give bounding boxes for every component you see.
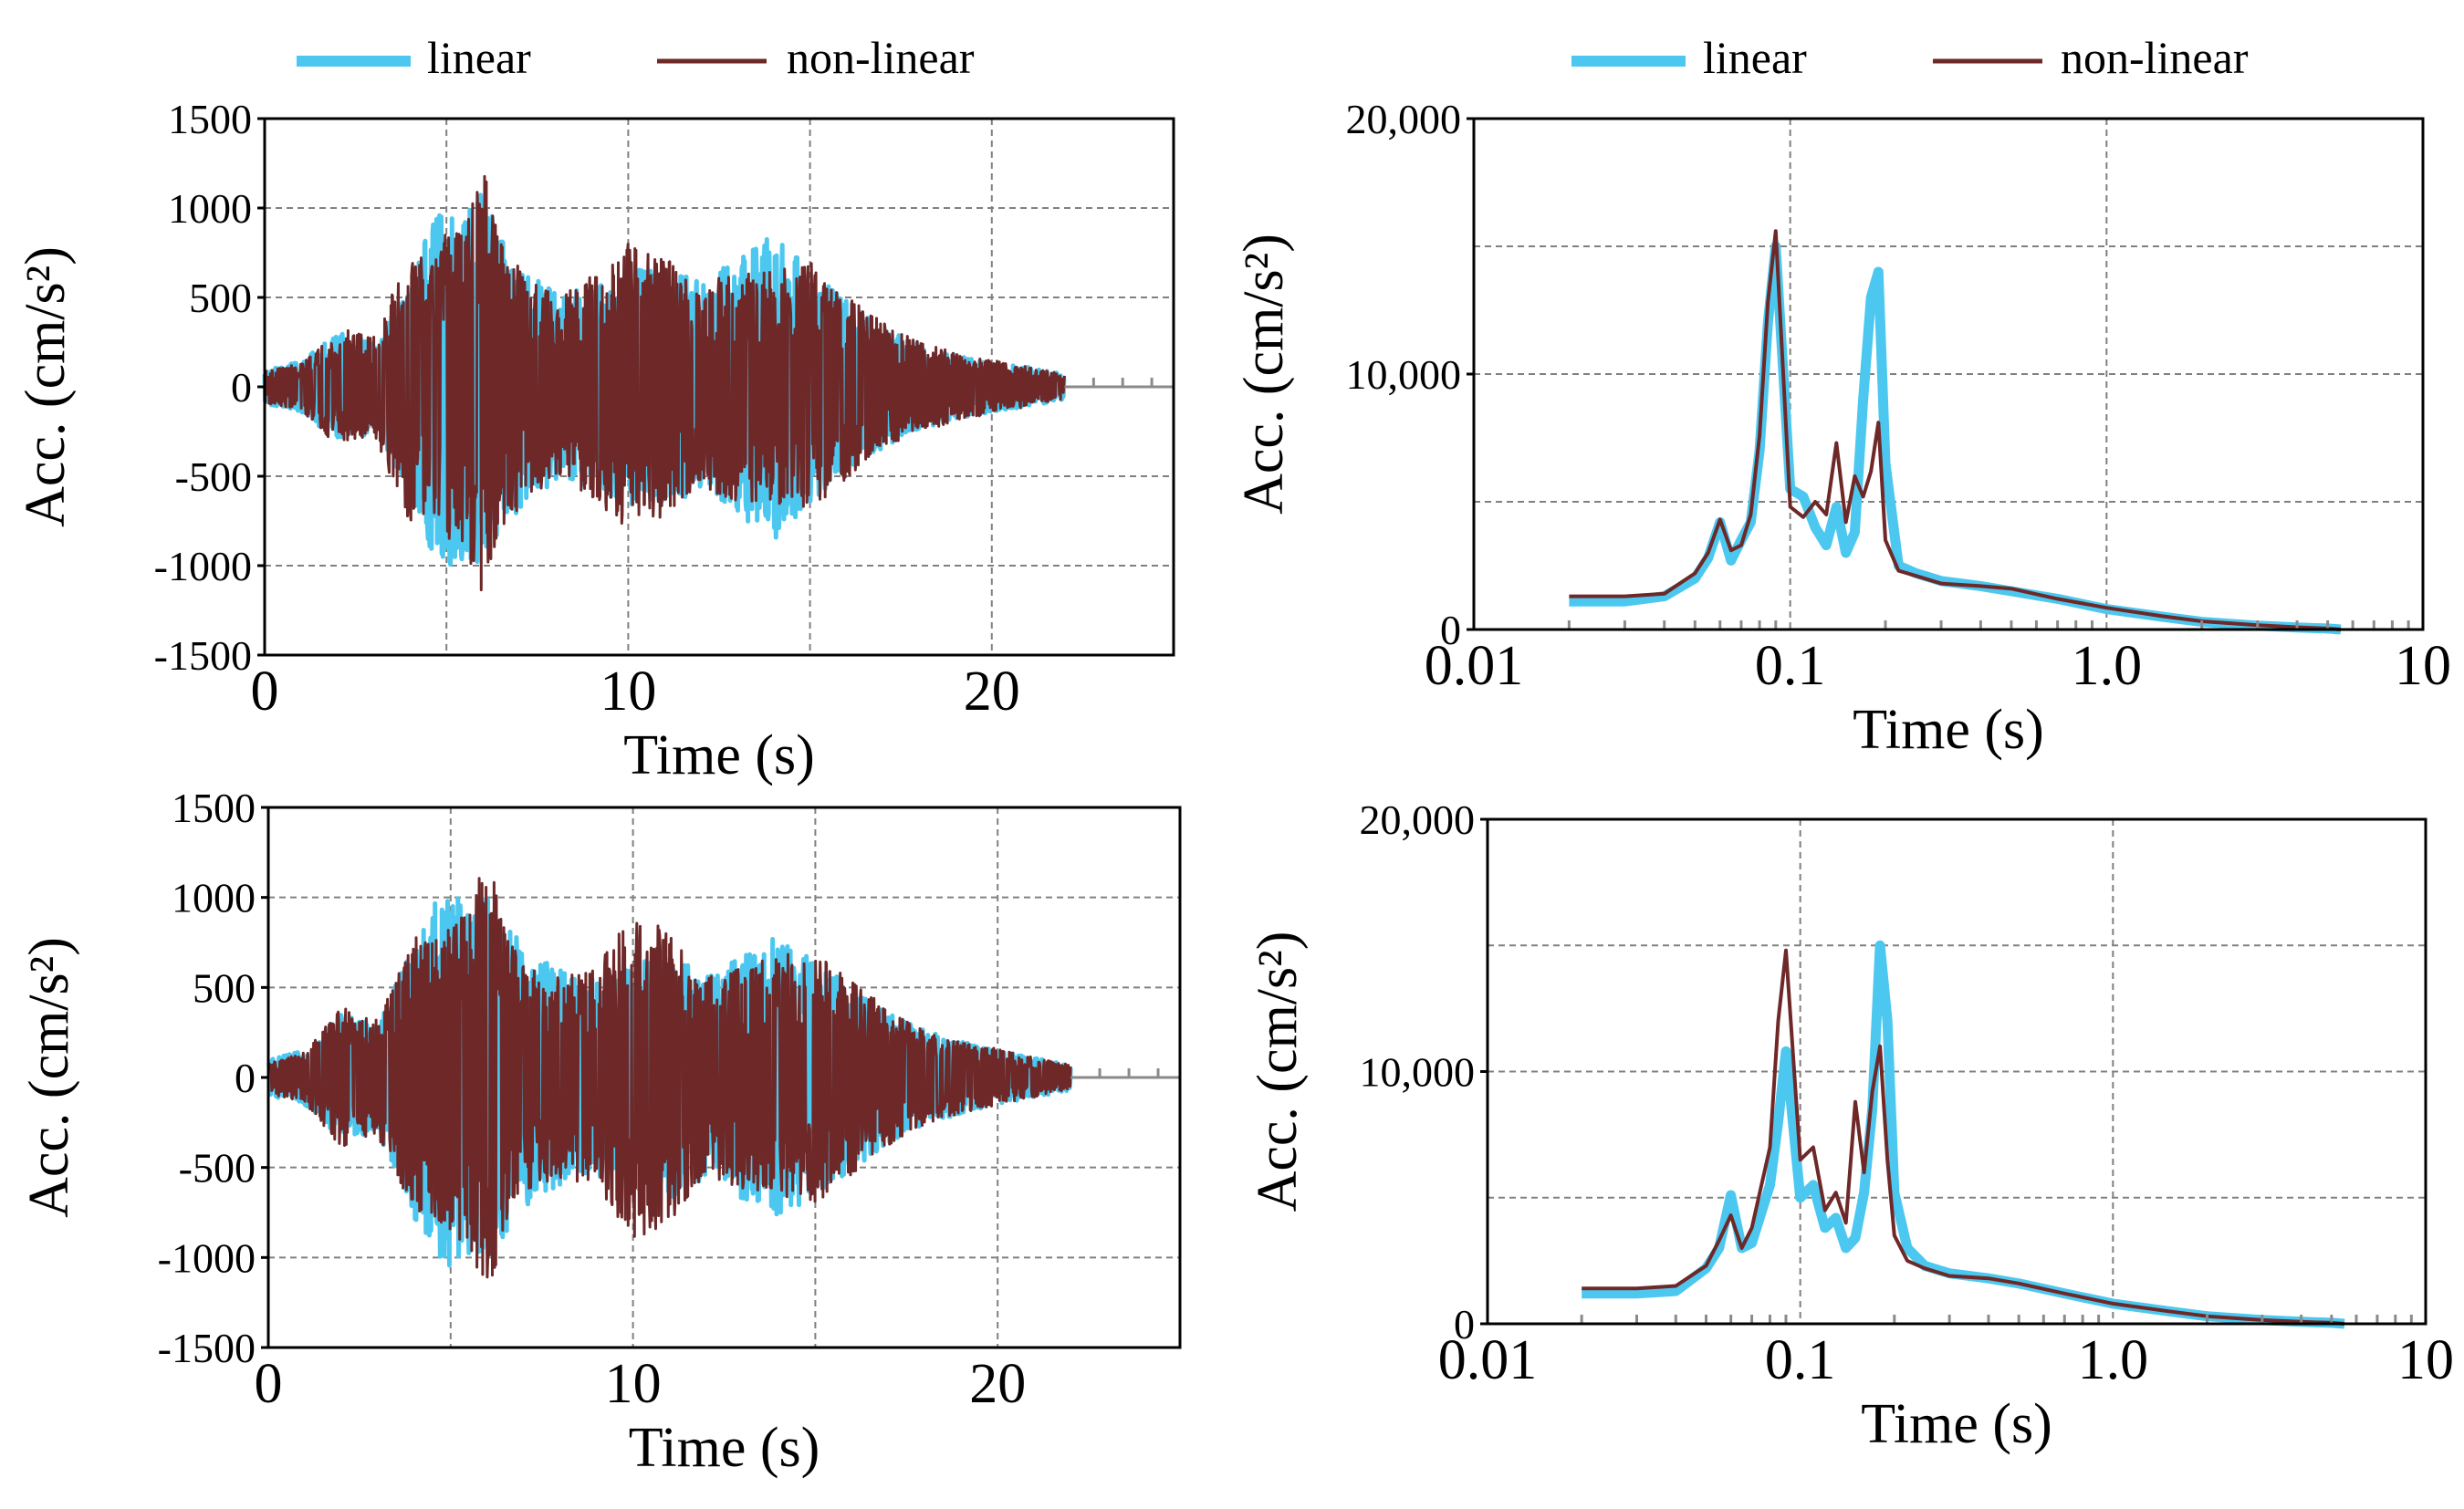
x-tick-label: 20 [964, 661, 1020, 723]
y-tick-label: -1500 [154, 632, 252, 679]
y-axis-title: Acc. (cm/s²) [15, 246, 77, 527]
y-tick-label: 1500 [172, 785, 256, 831]
plot-frame [1486, 817, 2427, 1326]
legend-label-non-linear: non-linear [2061, 32, 2249, 83]
x-tick-label: 0 [251, 661, 279, 723]
panel-top-right: 20,000 10,000 00.01 0.1 1.0 10 Time (s) Acc. (c… [1233, 96, 2451, 761]
legend-top-left: linear non-linear [297, 32, 975, 83]
y-tick-label: 1500 [168, 96, 252, 142]
y-axis-title: Acc. (cm/s²) [18, 937, 80, 1218]
y-axis-title: Acc. (cm/s²) [1247, 931, 1309, 1212]
series-line-non-linear [263, 174, 1066, 592]
series-line-non-linear [1569, 229, 2342, 631]
x-axis-title: Time (s) [1853, 699, 2044, 761]
y-tick-label: -1500 [158, 1325, 256, 1371]
y-tick-label: 0 [231, 364, 252, 411]
y-tick-label: 500 [193, 964, 256, 1011]
y-axis-title: Acc. (cm/s²) [1233, 234, 1295, 515]
y-tick-label: 1000 [168, 185, 252, 232]
x-tick-label: 0 [255, 1353, 283, 1415]
y-tick-label: 20,000 [1360, 796, 1476, 843]
legend-label-linear: linear [1703, 32, 1807, 83]
x-tick-label: 1.0 [2078, 1329, 2149, 1391]
x-tick-label: 10 [605, 1353, 662, 1415]
y-tick-label: -1000 [154, 543, 252, 589]
x-tick-label: 0.1 [1765, 1329, 1836, 1391]
series-line-linear [1569, 241, 2342, 635]
legend-label-linear: linear [427, 32, 531, 83]
legend-top-right: linear non-linear [1571, 32, 2249, 83]
x-axis-title: Time (s) [629, 1417, 820, 1479]
x-axis-title: Time (s) [1861, 1393, 2052, 1455]
y-tick-label: 1000 [172, 875, 256, 921]
panel-bottom-right: 20,000 10,000 00.01 0.1 1.0 10 Time (s) Acc. (c… [1247, 796, 2454, 1455]
y-tick-label: -1000 [158, 1234, 256, 1281]
x-tick-label: 0.01 [1425, 635, 1524, 697]
series-line-non-linear [1582, 948, 2345, 1326]
y-tick-label: -500 [175, 453, 252, 500]
x-axis-title: Time (s) [623, 724, 815, 786]
y-tick-label: 500 [189, 275, 252, 321]
x-tick-label: 0.1 [1755, 635, 1826, 697]
series-line-linear [1582, 940, 2345, 1329]
x-tick-label: 10 [600, 661, 656, 723]
y-tick-label: 0 [235, 1055, 256, 1101]
y-tick-label: -500 [179, 1145, 256, 1192]
x-tick-label: 10 [2397, 1329, 2454, 1391]
x-tick-label: 1.0 [2072, 635, 2143, 697]
y-tick-label: 10,000 [1360, 1049, 1476, 1096]
y-tick-label: 20,000 [1346, 96, 1462, 142]
legend-label-non-linear: non-linear [787, 32, 975, 83]
x-tick-label: 0.01 [1438, 1329, 1538, 1391]
y-tick-label: 0 [1454, 1301, 1475, 1348]
x-tick-label: 20 [969, 1353, 1026, 1415]
series-line-non-linear [266, 877, 1072, 1279]
y-tick-label: 0 [1440, 607, 1461, 653]
y-tick-label: 10,000 [1346, 351, 1462, 398]
x-tick-label: 10 [2395, 635, 2451, 697]
